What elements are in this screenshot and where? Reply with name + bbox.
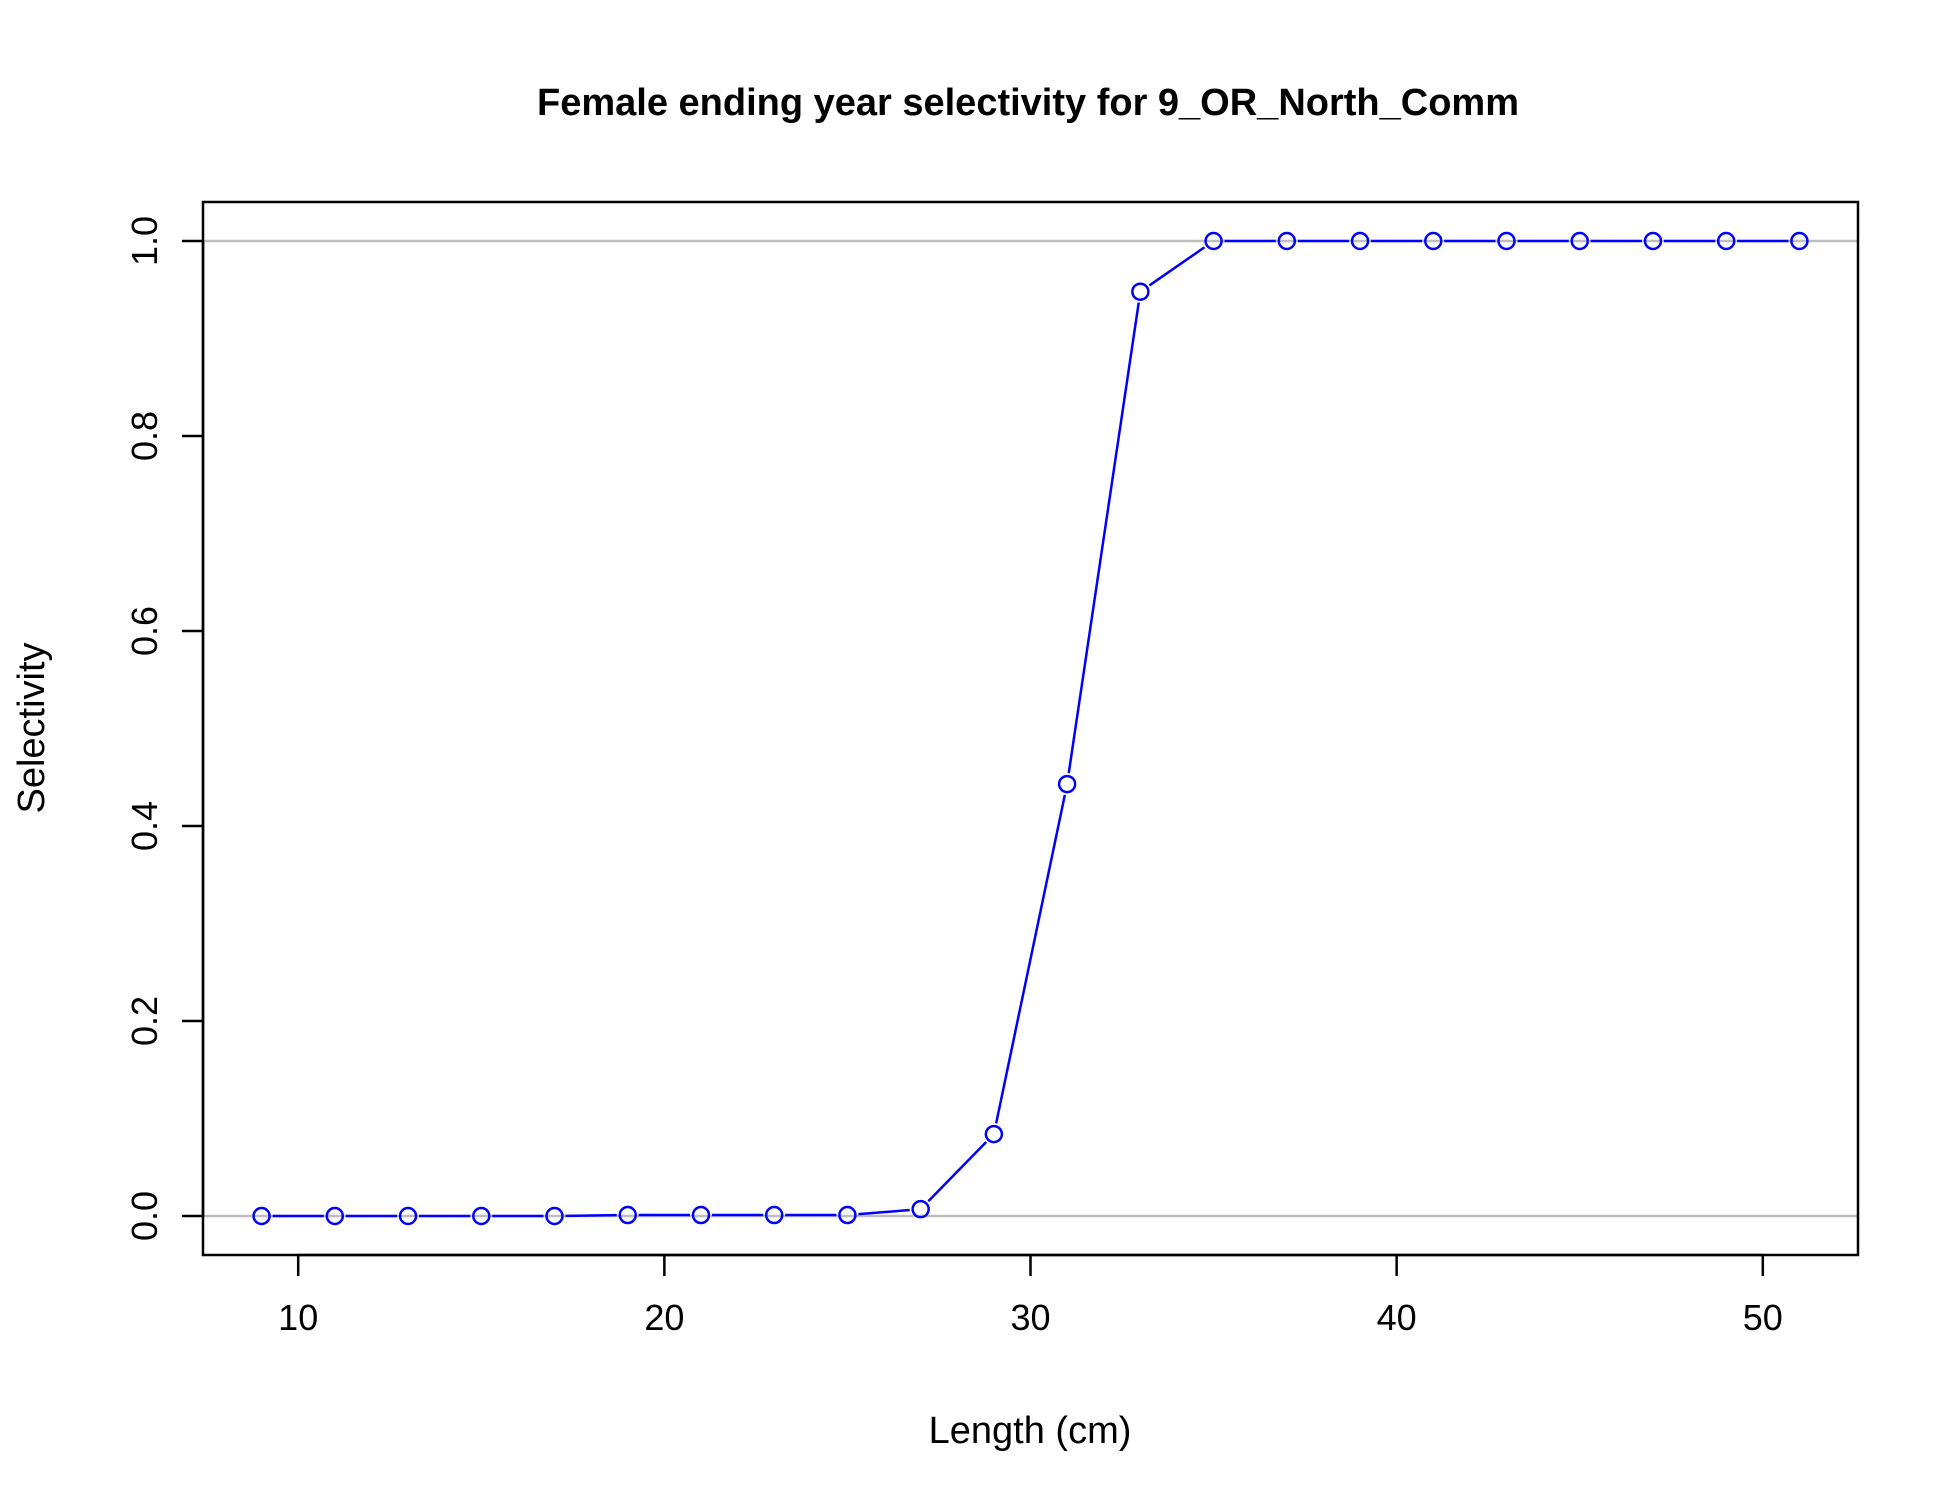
data-point <box>1716 231 1736 251</box>
x-axis: 10 20 30 40 50 <box>278 1253 1783 1338</box>
data-point <box>1570 231 1589 251</box>
data-point <box>1643 231 1663 251</box>
data-point <box>984 1124 1004 1144</box>
series-line-segment <box>927 1141 988 1203</box>
data-point <box>252 1206 271 1226</box>
data-point <box>545 1206 564 1226</box>
data-point <box>764 1205 784 1225</box>
series-line-segment <box>1067 302 1140 774</box>
x-tick-label: 20 <box>644 1297 684 1338</box>
x-tick-label: 40 <box>1377 1297 1417 1338</box>
data-point <box>325 1206 345 1226</box>
series-line-segment <box>994 794 1067 1124</box>
y-tick-label: 1.0 <box>124 216 165 266</box>
plot-frame <box>201 200 1860 1257</box>
x-tick-label: 10 <box>278 1297 318 1338</box>
y-tick-label: 0.6 <box>124 606 165 656</box>
data-point <box>1424 231 1443 251</box>
y-tick-label: 0.8 <box>124 411 165 461</box>
y-tick-label: 0.4 <box>124 801 165 851</box>
data-point <box>618 1205 637 1225</box>
y-tick-label: 0.0 <box>124 1191 165 1241</box>
data-point <box>911 1199 930 1219</box>
data-point <box>1277 231 1297 251</box>
data-point <box>1204 231 1223 251</box>
data-point <box>1350 231 1370 251</box>
x-axis-label: Length (cm) <box>929 1410 1132 1452</box>
x-tick-label: 30 <box>1010 1297 1050 1338</box>
y-axis: 0.0 0.2 0.4 0.6 0.8 1.0 <box>124 216 205 1241</box>
series-line-segment <box>565 1213 617 1218</box>
reference-lines <box>203 239 1858 1218</box>
series-group <box>252 231 1809 1226</box>
y-tick-label: 0.2 <box>124 996 165 1046</box>
y-axis-label: Selectivity <box>11 642 53 813</box>
data-point <box>691 1205 711 1225</box>
data-point <box>472 1206 491 1226</box>
data-point <box>1131 282 1150 301</box>
series-line-segment <box>858 1208 910 1216</box>
x-tick-label: 50 <box>1743 1297 1783 1338</box>
data-point <box>838 1205 857 1225</box>
data-point <box>1790 231 1809 251</box>
series-line-segment <box>1148 246 1206 287</box>
chart-title: Female ending year selectivity for 9_OR_… <box>537 82 1519 124</box>
data-point <box>398 1206 418 1226</box>
data-point <box>1057 774 1077 794</box>
data-point <box>1497 231 1516 251</box>
